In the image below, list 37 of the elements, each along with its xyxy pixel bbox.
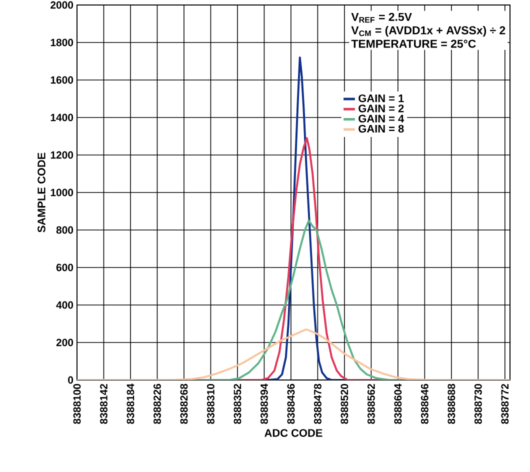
x-tick-label: 8388646 [420, 384, 428, 424]
legend-label: GAIN = 1 [358, 94, 404, 102]
y-tick-label: 1800 [50, 38, 74, 46]
x-tick-label: 8388310 [207, 384, 214, 424]
y-tick-label: 1600 [50, 76, 74, 84]
x-tick-label: 8388268 [180, 384, 188, 424]
y-tick-label: 200 [56, 338, 74, 346]
x-tick-label: 8388478 [314, 384, 322, 424]
y-tick-label: 2000 [50, 1, 74, 9]
y-tick-label: 1000 [50, 188, 74, 196]
y-tick-label: 1400 [50, 114, 74, 122]
x-tick-label: 8388604 [394, 384, 402, 424]
x-tick-label: 8388730 [474, 384, 482, 424]
x-tick-label: 8388100 [73, 384, 81, 424]
y-tick-label: 600 [56, 264, 74, 272]
x-axis-title: ADC CODE [264, 429, 322, 437]
y-tick-label: 0 [68, 376, 74, 384]
x-tick-label: 8388436 [287, 384, 295, 424]
legend-label: GAIN = 8 [358, 124, 404, 133]
x-tick-label: 8388772 [501, 384, 509, 424]
legend-label: GAIN = 4 [358, 114, 404, 122]
y-tick-label: 800 [56, 226, 74, 234]
x-tick-label: 8388394 [260, 384, 268, 424]
x-tick-label: 8388352 [234, 384, 242, 424]
x-tick-label: 8388520 [340, 384, 348, 424]
legend-label: GAIN = 2 [358, 104, 404, 112]
x-tick-label: 8388226 [154, 384, 161, 424]
x-tick-label: 8388688 [448, 384, 456, 424]
annotation: TEMPERATURE = 25°C [351, 40, 476, 48]
x-tick-label: 8388142 [100, 384, 108, 424]
annotation: V$_{REF}$ = 2.5V [351, 12, 412, 23]
y-axis-title: SAMPLE CODE [38, 152, 46, 232]
x-tick-label: 8388184 [126, 384, 134, 424]
y-tick-label: 400 [56, 301, 74, 309]
annotation: V$_{CM}$ = (AVDD1x + AVSSx) ÷ 2 [351, 26, 506, 37]
y-tick-label: 1200 [50, 151, 74, 159]
x-tick-label: 8388562 [367, 384, 375, 424]
